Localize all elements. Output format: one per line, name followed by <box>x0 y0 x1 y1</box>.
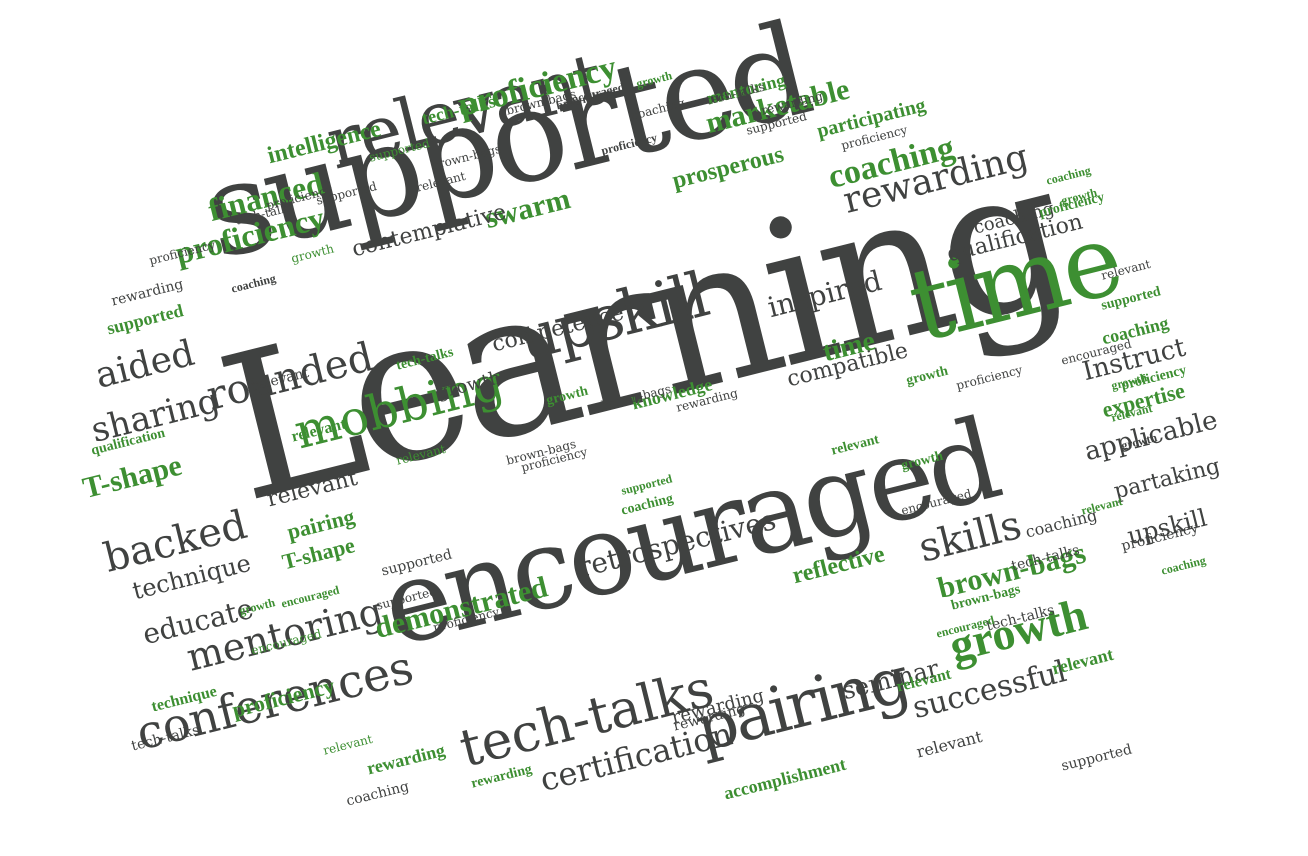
cloud-word: coaching <box>1159 553 1208 578</box>
cloud-word: coaching <box>344 778 411 810</box>
cloud-word: relevant <box>914 726 985 762</box>
cloud-word: accomplishment <box>721 753 848 804</box>
cloud-word: T-shape <box>79 448 186 506</box>
cloud-word: relevant <box>1049 643 1116 679</box>
cloud-word: rewarding <box>364 739 447 779</box>
cloud-word: relevant <box>1079 493 1124 518</box>
cloud-word: supported <box>1059 741 1134 775</box>
cloud-word: relevant <box>321 731 374 758</box>
cloud-word: coaching <box>1044 163 1093 188</box>
cloud-word: aided <box>91 332 199 397</box>
cloud-word: partaking <box>1111 453 1223 505</box>
